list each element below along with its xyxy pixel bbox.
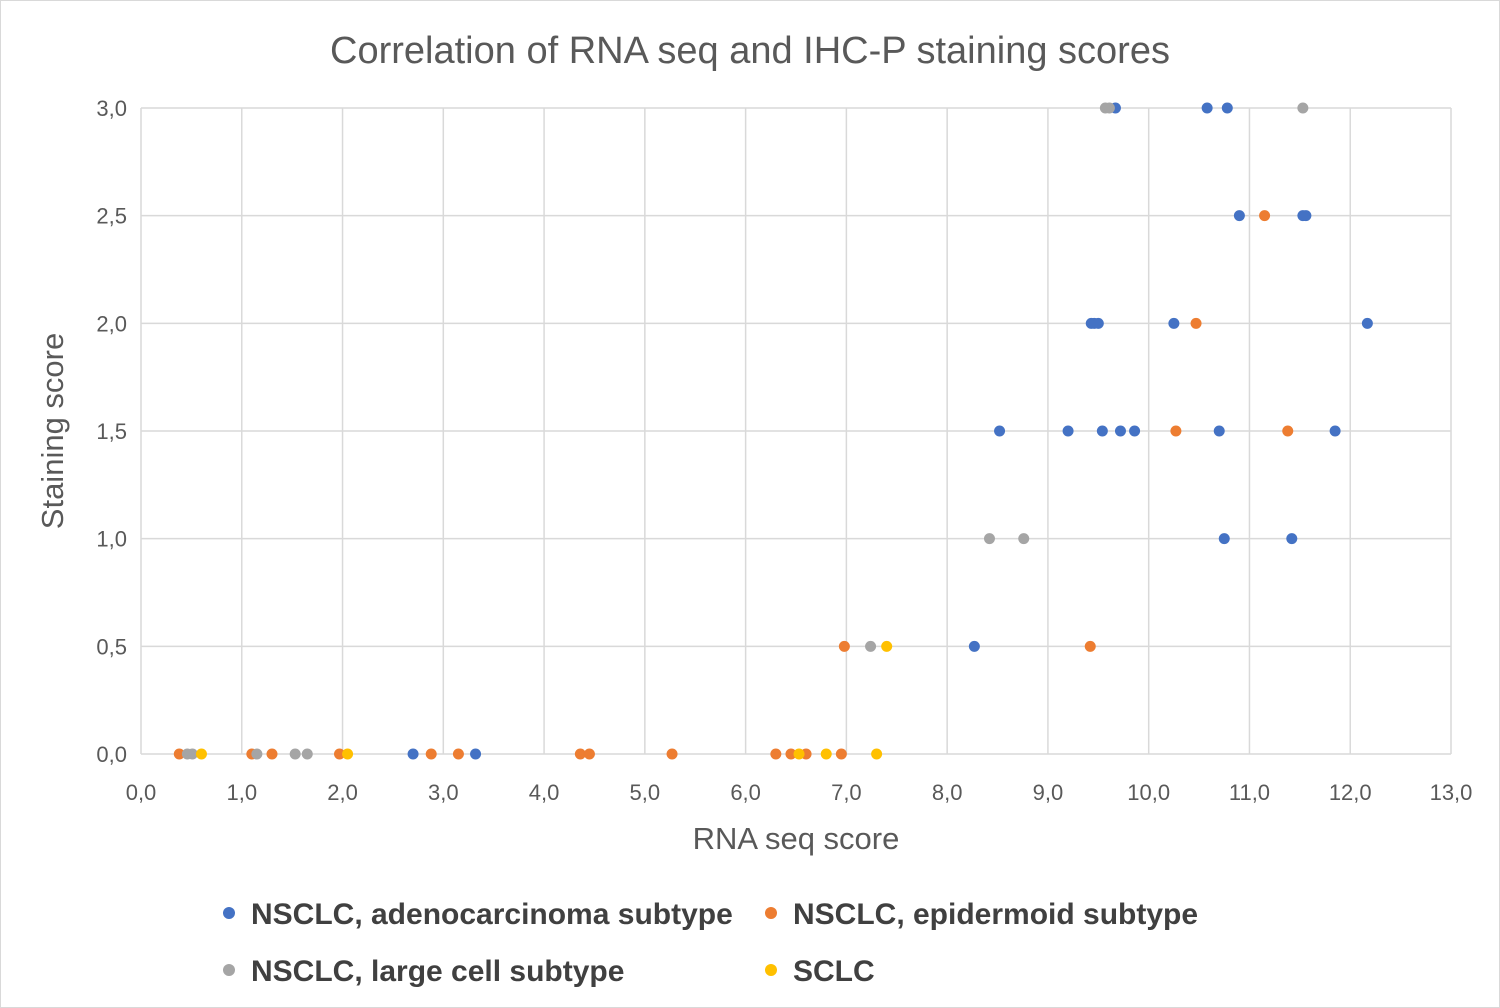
data-point [1297, 102, 1309, 114]
data-point [1092, 317, 1104, 329]
gridlines [140, 107, 1452, 755]
data-point [838, 640, 850, 652]
data-point [983, 533, 995, 545]
y-tick-label: 2,5 [96, 204, 127, 229]
legend: NSCLC, adenocarcinoma subtype NSCLC, epid… [223, 898, 1198, 988]
data-point [1190, 317, 1202, 329]
legend-label: NSCLC, epidermoid subtype [793, 898, 1198, 931]
data-point [1018, 533, 1030, 545]
data-point [425, 748, 437, 760]
data-point [173, 748, 185, 760]
data-point [820, 748, 832, 760]
data-point [1300, 210, 1312, 222]
y-tick-label: 2,0 [96, 311, 127, 336]
data-point [871, 748, 883, 760]
data-point [342, 748, 354, 760]
data-point [574, 748, 586, 760]
x-tick-label: 2,0 [327, 780, 358, 805]
data-point [666, 748, 678, 760]
legend-marker [765, 964, 777, 976]
data-point [1233, 210, 1245, 222]
chart-title: Correlation of RNA seq and IHC-P stainin… [330, 30, 1170, 72]
data-point [452, 748, 464, 760]
data-point [770, 748, 782, 760]
x-tick-label: 1,0 [226, 780, 257, 805]
y-tick-label: 1,0 [96, 527, 127, 552]
legend-marker [765, 907, 777, 919]
data-point [793, 748, 805, 760]
data-point [195, 748, 207, 760]
x-tick-label: 7,0 [831, 780, 862, 805]
x-tick-label: 10,0 [1127, 780, 1170, 805]
data-point [994, 425, 1006, 437]
legend-label: NSCLC, large cell subtype [251, 955, 624, 988]
data-point [301, 748, 313, 760]
data-point [1361, 317, 1373, 329]
legend-item: NSCLC, epidermoid subtype [765, 898, 1198, 931]
data-point [407, 748, 419, 760]
legend-item: NSCLC, large cell subtype [223, 955, 624, 988]
data-point [1218, 533, 1230, 545]
data-point [289, 748, 301, 760]
data-point [1201, 102, 1213, 114]
x-tick-label: 9,0 [1033, 780, 1064, 805]
legend-item: SCLC [765, 955, 875, 988]
y-tick-label: 0,0 [96, 742, 127, 767]
x-tick-label: 3,0 [428, 780, 459, 805]
y-tick-label: 3,0 [96, 96, 127, 121]
data-point [251, 748, 263, 760]
series-3 [195, 640, 893, 760]
y-axis-title: Staining score [35, 333, 70, 529]
data-point [1062, 425, 1074, 437]
x-tick-label: 12,0 [1329, 780, 1372, 805]
data-point [1114, 425, 1126, 437]
data-point [835, 748, 847, 760]
data-point [1103, 102, 1115, 114]
legend-label: SCLC [793, 955, 875, 988]
data-point [1259, 210, 1271, 222]
data-point [1096, 425, 1108, 437]
data-points [173, 102, 1373, 760]
x-axis-title: RNA seq score [693, 821, 900, 856]
x-tick-label: 6,0 [730, 780, 761, 805]
series-2 [181, 102, 1309, 760]
tick-labels: 0,0 1,0 2,0 3,0 4,0 5,0 6,0 7,0 8,0 9,0 10,0 11,0 12… [96, 96, 1472, 805]
data-point [583, 748, 595, 760]
data-point [865, 640, 877, 652]
y-tick-label: 0,5 [96, 634, 127, 659]
x-tick-label: 13,0 [1430, 780, 1473, 805]
x-tick-label: 5,0 [630, 780, 661, 805]
data-point [1286, 533, 1298, 545]
x-tick-label: 4,0 [529, 780, 560, 805]
data-point [968, 640, 980, 652]
data-point [1170, 425, 1182, 437]
data-point [1282, 425, 1294, 437]
legend-marker [223, 964, 235, 976]
series-1 [173, 210, 1294, 760]
data-point [1168, 317, 1180, 329]
data-point [266, 748, 278, 760]
y-tick-label: 1,5 [96, 419, 127, 444]
data-point [1129, 425, 1141, 437]
legend-marker [223, 907, 235, 919]
data-point [334, 748, 346, 760]
data-point [1084, 640, 1096, 652]
data-point [470, 748, 482, 760]
data-point [785, 748, 797, 760]
x-tick-label: 11,0 [1229, 780, 1270, 805]
data-point [186, 748, 198, 760]
series-0 [407, 102, 1373, 760]
data-point [881, 640, 893, 652]
legend-item: NSCLC, adenocarcinoma subtype [223, 898, 733, 931]
x-tick-label: 0,0 [126, 780, 157, 805]
data-point [1221, 102, 1233, 114]
x-tick-label: 8,0 [932, 780, 963, 805]
legend-label: NSCLC, adenocarcinoma subtype [251, 898, 733, 931]
data-point [1213, 425, 1225, 437]
data-point [1329, 425, 1341, 437]
